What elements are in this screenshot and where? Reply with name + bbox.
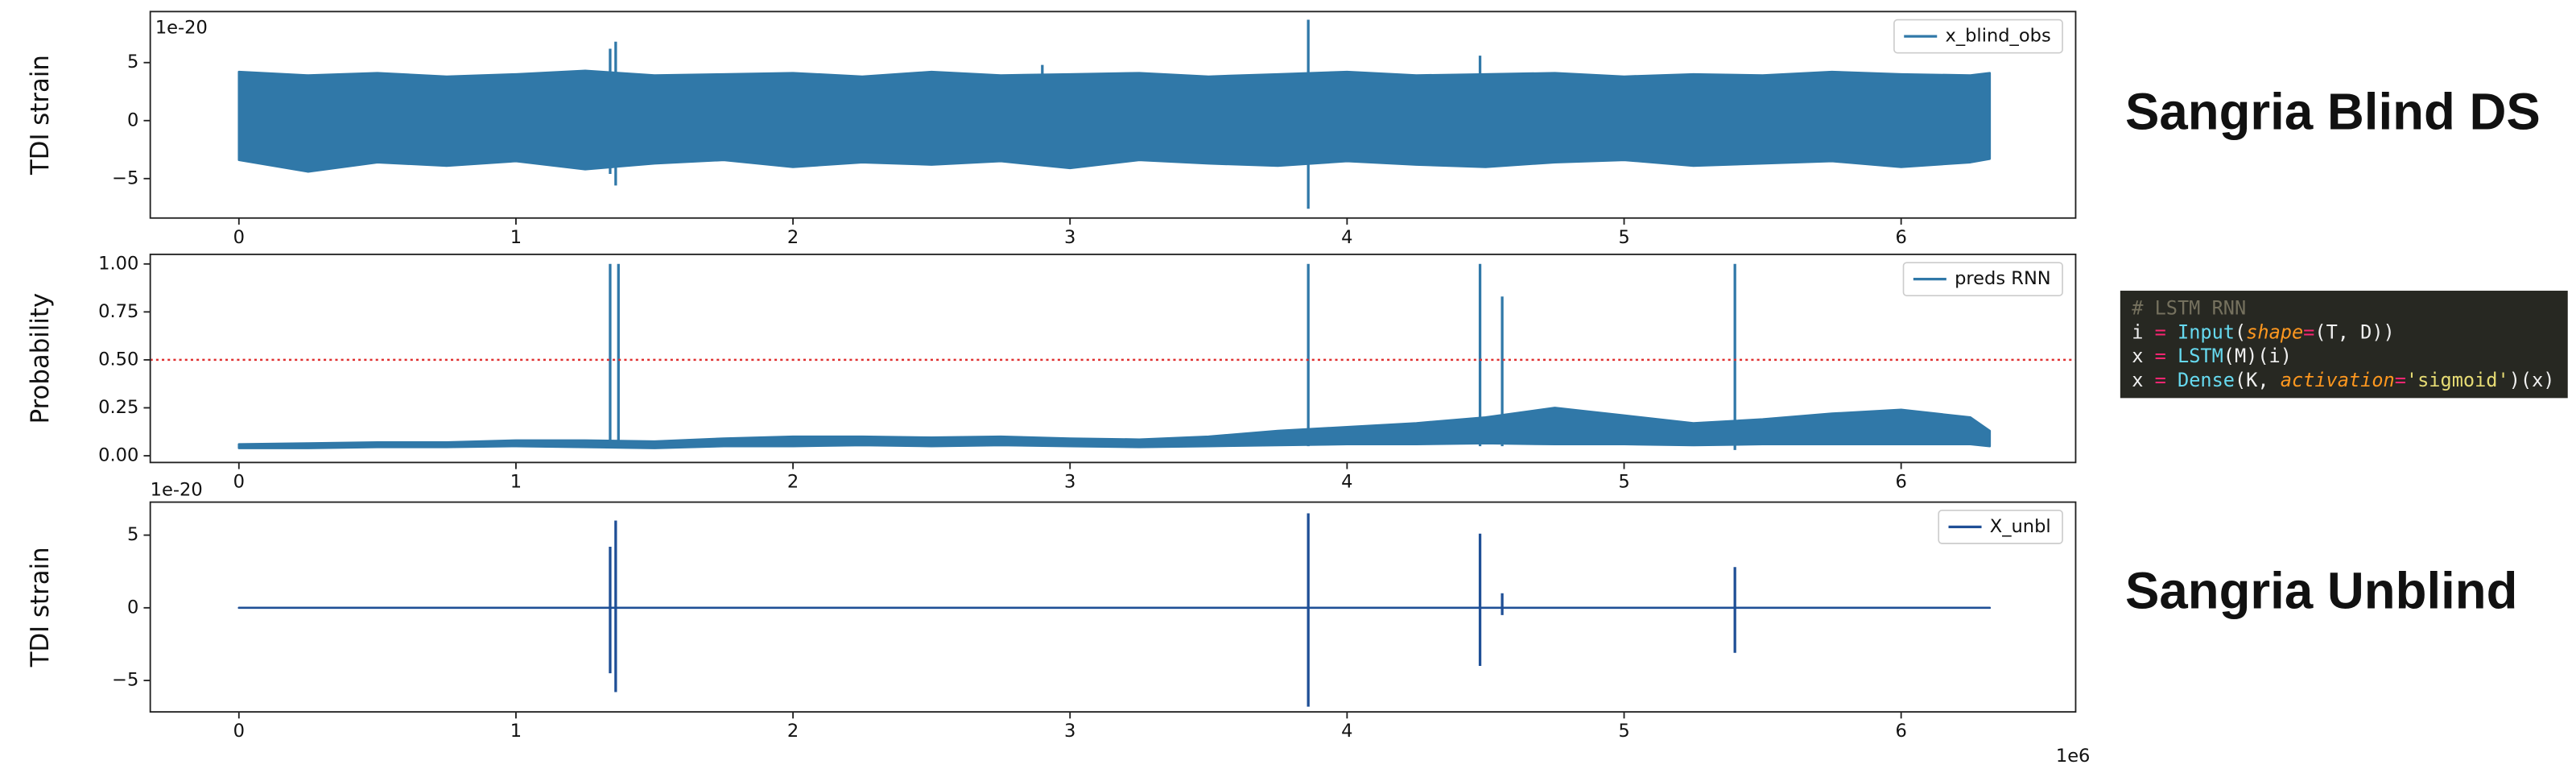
x-tick-label: 4 (1341, 721, 1352, 742)
y-axis-label: Probability (26, 293, 55, 424)
x-tick-label: 4 (1341, 227, 1352, 248)
x-tick-label: 6 (1895, 471, 1906, 492)
y-tick-label: 0.25 (98, 397, 138, 418)
y-tick-label: 5 (127, 52, 138, 72)
plot-area (237, 263, 1992, 450)
code-token: = (2303, 320, 2314, 343)
code-token: (K, (2235, 368, 2281, 391)
x-tick-label: 0 (233, 721, 245, 742)
x-tick-label: 1 (510, 721, 522, 742)
signal-band (237, 69, 1992, 173)
x-tick-label: 2 (787, 471, 799, 492)
code-token: Input (2178, 320, 2235, 343)
x-tick-label: 0 (233, 227, 245, 248)
x-tick-label: 2 (787, 721, 799, 742)
code-token: Dense (2178, 368, 2235, 391)
code-token: = (2143, 368, 2178, 391)
y-offset-label: 1e-20 (155, 17, 208, 38)
x-tick-label: 1 (510, 227, 522, 248)
unblind-title: Sangria Unblind (2125, 562, 2517, 619)
code-token: x (2132, 368, 2143, 391)
y-tick-label: −5 (112, 670, 138, 691)
blind-title: Sangria Blind DS (2125, 83, 2541, 140)
legend-label: x_blind_obs (1946, 26, 2051, 47)
code-token: = (2143, 345, 2178, 367)
x-tick-label: 3 (1064, 227, 1075, 248)
code-token: i (2132, 320, 2143, 343)
code-token: # LSTM RNN (2132, 296, 2246, 319)
code-box (2120, 291, 2568, 399)
x-tick-label: 1 (510, 471, 522, 492)
code-line: x = LSTM(M)(i) (2132, 345, 2292, 367)
x-tick-label: 3 (1064, 721, 1075, 742)
y-offset-label: 1e-20 (151, 480, 203, 501)
y-axis-label: TDI strain (26, 55, 55, 176)
code-token: = (2143, 320, 2178, 343)
code-token: x (2132, 345, 2143, 367)
signal-band (237, 407, 1992, 449)
y-tick-label: 1.00 (98, 253, 138, 274)
x-tick-label: 2 (787, 227, 799, 248)
axes-frame (149, 10, 2077, 219)
code-line: x = Dense(K, activation='sigmoid')(x) (2132, 368, 2554, 391)
y-tick-label: −5 (112, 167, 138, 188)
x-tick-label: 3 (1064, 471, 1075, 492)
y-tick-label: 0 (127, 110, 138, 130)
code-token: activation (2281, 368, 2395, 391)
code-token: )(x) (2509, 368, 2555, 391)
legend-box (1902, 262, 2063, 296)
code-token: = (2395, 368, 2406, 391)
legend-label: preds RNN (1955, 268, 2051, 289)
x-tick-label: 6 (1895, 721, 1906, 742)
code-token: LSTM (2178, 345, 2223, 367)
x-tick-label: 5 (1618, 227, 1629, 248)
y-tick-label: 0 (127, 597, 138, 618)
code-line: # LSTM RNN (2132, 296, 2246, 319)
x-tick-label: 0 (233, 471, 245, 492)
x-tick-label: 5 (1618, 471, 1629, 492)
code-token: ( (2235, 320, 2246, 343)
code-token: (M)(i) (2223, 345, 2292, 367)
code-line: i = Input(shape=(T, D)) (2132, 320, 2395, 343)
legend-label: X_unbl (1990, 516, 2051, 537)
y-tick-label: 0.50 (98, 349, 138, 370)
y-tick-label: 0.75 (98, 301, 138, 322)
x-tick-label: 6 (1895, 227, 1906, 248)
plot-area (237, 19, 1992, 209)
y-axis-label: TDI strain (26, 547, 55, 668)
plot-area (237, 513, 1992, 707)
code-token: (T, D)) (2314, 320, 2394, 343)
x-offset-label: 1e6 (2056, 746, 2091, 767)
y-tick-label: 0.00 (98, 445, 138, 466)
code-token: shape (2246, 320, 2303, 343)
x-tick-label: 4 (1341, 471, 1352, 492)
axes-frame (149, 501, 2077, 713)
y-tick-label: 5 (127, 524, 138, 545)
legend-box (1938, 510, 2063, 544)
legend-box (1893, 19, 2063, 54)
code-token: 'sigmoid' (2406, 368, 2509, 391)
axes-frame (149, 253, 2077, 464)
x-tick-label: 5 (1618, 721, 1629, 742)
